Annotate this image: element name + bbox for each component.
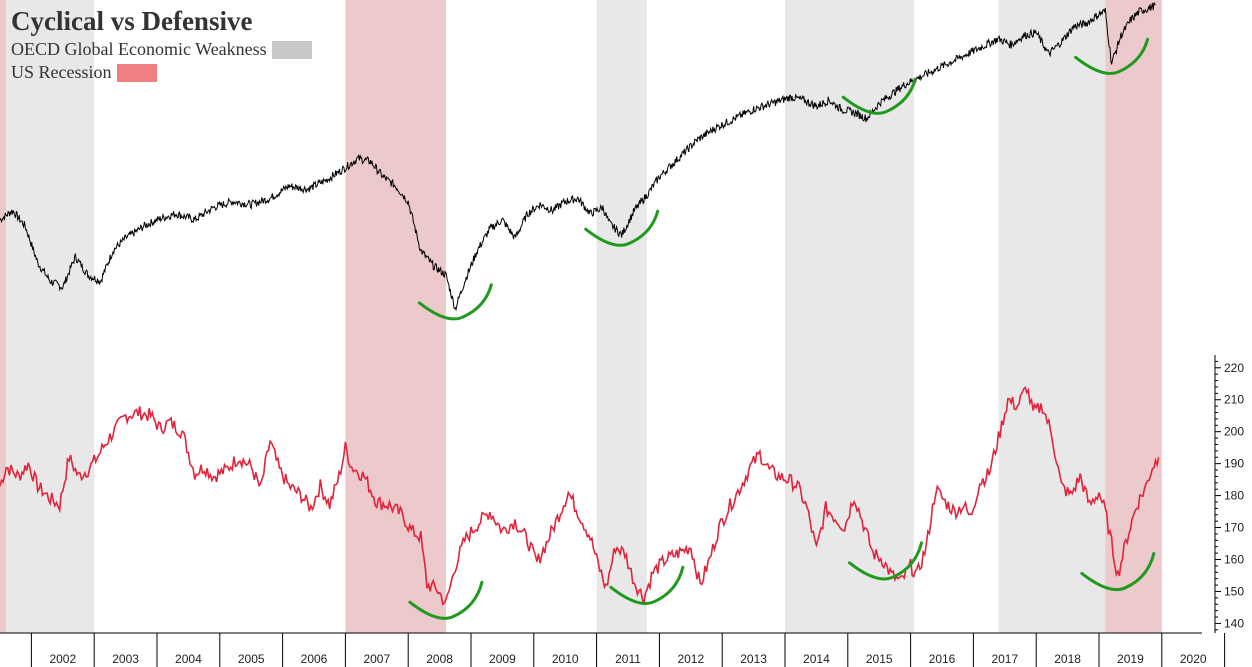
- shaded-band-3: [596, 0, 647, 633]
- x-label-2018: 2018: [1054, 652, 1081, 666]
- x-label-2004: 2004: [175, 652, 202, 666]
- x-label-2015: 2015: [866, 652, 893, 666]
- legend-label-oecd: OECD Global Economic Weakness: [11, 39, 267, 59]
- x-label-2017: 2017: [991, 652, 1018, 666]
- lower-panel: [0, 385, 1160, 606]
- x-label-2014: 2014: [803, 652, 830, 666]
- y-label-180: 180: [1224, 489, 1244, 503]
- green-annotation-curve-0: [417, 283, 493, 321]
- annotations: [408, 37, 1156, 620]
- x-label-2010: 2010: [552, 652, 579, 666]
- green-annotation-curve-7: [1080, 551, 1156, 592]
- x-label-2012: 2012: [677, 652, 704, 666]
- ratio-series-line: [0, 385, 1160, 606]
- shaded-band-0: [0, 0, 7, 633]
- shaded-band-5: [998, 0, 1106, 633]
- x-label-2016: 2016: [929, 652, 956, 666]
- green-annotation-curve-4: [408, 580, 484, 620]
- x-label-2008: 2008: [426, 652, 453, 666]
- x-label-2005: 2005: [238, 652, 265, 666]
- legend-swatch-oecd: [271, 40, 312, 59]
- equity-series-line: [0, 2, 1156, 312]
- y-label-170: 170: [1224, 521, 1244, 535]
- y-label-160: 160: [1224, 553, 1244, 567]
- green-annotation-curve-3: [1074, 37, 1150, 75]
- shaded-periods: [0, 0, 1162, 633]
- legend-item-oecd: OECD Global Economic Weakness: [11, 38, 312, 61]
- legend-swatch-recession: [116, 63, 157, 82]
- x-label-2003: 2003: [112, 652, 139, 666]
- y-axis-right: 140 150 160 170 180 190 200 210 220: [1214, 355, 1244, 633]
- legend-label-recession: US Recession: [11, 62, 112, 82]
- green-annotation-curve-1: [584, 209, 660, 247]
- y-label-190: 190: [1224, 457, 1244, 471]
- green-annotation-curve-5: [609, 565, 685, 605]
- x-axis: 2002 2003 2004 2005 2006 2007 2008 2009 2010 2011…: [0, 632, 1226, 667]
- shaded-band-4: [785, 0, 914, 633]
- y-label-220: 220: [1224, 361, 1244, 375]
- shaded-band-1: [6, 0, 95, 633]
- y-label-210: 210: [1224, 393, 1244, 407]
- x-label-2013: 2013: [740, 652, 767, 666]
- green-annotation-curve-6: [847, 541, 923, 581]
- shaded-band-2: [345, 0, 446, 633]
- y-label-200: 200: [1224, 425, 1244, 439]
- upper-panel: [0, 2, 1156, 312]
- chart-title: Cyclical vs Defensive: [11, 6, 253, 36]
- x-label-2020: 2020: [1180, 652, 1207, 666]
- shaded-band-6: [1105, 0, 1162, 633]
- green-annotation-curve-2: [841, 77, 917, 115]
- y-label-140: 140: [1224, 616, 1244, 630]
- y-label-150: 150: [1224, 584, 1244, 598]
- x-label-2002: 2002: [49, 652, 76, 666]
- x-label-2019: 2019: [1117, 652, 1144, 666]
- chart-legend: Cyclical vs Defensive OECD Global Econom…: [11, 4, 312, 84]
- x-label-2011: 2011: [615, 652, 641, 666]
- legend-item-recession: US Recession: [11, 61, 312, 84]
- x-label-2006: 2006: [301, 652, 328, 666]
- x-label-2009: 2009: [489, 652, 516, 666]
- x-label-2007: 2007: [363, 652, 390, 666]
